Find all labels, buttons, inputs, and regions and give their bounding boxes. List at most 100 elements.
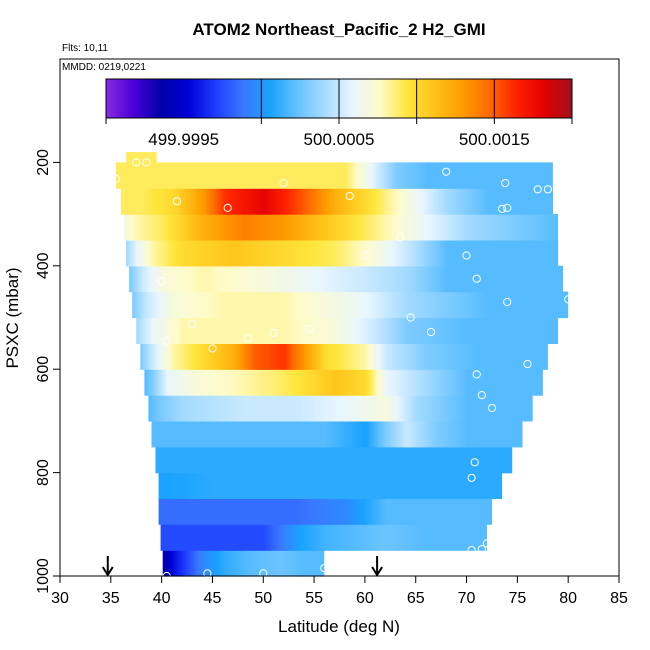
heatmap-cell [407,446,410,474]
heatmap-cell [138,291,141,319]
heatmap-cell [224,291,227,319]
heatmap-cell [370,343,373,370]
heatmap-cell [436,395,439,422]
heatmap-cell [478,524,481,551]
heatmap-cell [277,446,280,474]
heatmap-cell [465,265,468,293]
heatmap-cell [498,369,501,396]
heatmap-cell [319,188,322,215]
heatmap-cell [336,524,339,551]
heatmap-cell [185,265,188,293]
heatmap-cell [251,188,254,215]
heatmap-cell [200,239,203,267]
heatmap-cell [376,472,379,499]
heatmap-cell [185,446,188,474]
heatmap-cell [514,343,517,370]
heatmap-cell [218,317,221,344]
heatmap-cell [360,524,363,551]
heatmap-cell [534,291,537,319]
heatmap-cell [352,343,355,370]
heatmap-cell [282,214,285,241]
heatmap-cell [248,343,251,370]
heatmap-cell [417,188,420,215]
heatmap-cell [452,472,455,499]
heatmap-cell [214,369,217,396]
heatmap-cell [275,162,279,189]
heatmap-cell [446,472,449,499]
heatmap-cell [262,498,265,525]
heatmap-cell [330,214,333,241]
heatmap-cell [293,420,296,448]
heatmap-cell [159,420,162,448]
heatmap-cell [451,420,454,448]
heatmap-cell [466,317,469,344]
heatmap-cell [390,317,393,344]
heatmap-cell [170,291,173,319]
heatmap-cell [166,550,170,577]
heatmap-cell [312,524,315,551]
heatmap-cell [519,420,522,448]
heatmap-cell [498,214,501,241]
heatmap-cell [197,188,200,215]
heatmap-cell [217,420,220,448]
heatmap-cell [450,395,453,422]
heatmap-cell [214,343,217,370]
heatmap-cell [292,343,295,370]
heatmap-cell [252,214,255,241]
heatmap-cell [422,317,425,344]
heatmap-cell [370,214,373,241]
heatmap-cell [353,188,356,215]
heatmap-cell [162,369,165,396]
heatmap-cell [169,446,172,474]
heatmap-cell [266,524,269,551]
heatmap-cell [457,188,460,215]
heatmap-cell [240,498,243,525]
heatmap-cell [243,265,246,293]
heatmap-cell [448,395,451,422]
heatmap-cell [444,214,447,241]
heatmap-cell [168,472,171,499]
heatmap-cell [441,446,444,474]
heatmap-cell [320,239,323,267]
heatmap-cell [339,162,343,189]
heatmap-cell [190,498,193,525]
heatmap-cell [166,343,169,370]
heatmap-cell [161,420,164,448]
heatmap-cell [280,291,283,319]
heatmap-cell [214,317,217,344]
heatmap-cell [424,343,427,370]
heatmap-cell [382,524,385,551]
heatmap-cell [472,498,475,525]
heatmap-cell [201,446,204,474]
heatmap-cell [222,395,225,422]
heatmap-cell [165,446,168,474]
heatmap-cell [243,446,246,474]
heatmap-cell [288,369,291,396]
heatmap-cell [318,472,321,499]
heatmap-cell [526,395,529,422]
heatmap-cell [171,420,174,448]
heatmap-cell [408,395,411,422]
heatmap-cell [453,420,456,448]
heatmap-cell [188,291,191,319]
heatmap-cell [276,498,279,525]
heatmap-cell [448,239,451,267]
heatmap-cell [308,291,311,319]
heatmap-cell [144,343,147,370]
heatmap-cell [445,446,448,474]
heatmap-cell [471,162,475,189]
heatmap-cell [517,162,521,189]
heatmap-cell [363,420,366,448]
heatmap-cell [332,524,335,551]
heatmap-cell [249,446,252,474]
heatmap-cell [474,498,477,525]
heatmap-cell [143,265,146,293]
heatmap-cell [136,317,139,344]
heatmap-cell [428,472,431,499]
heatmap-cell [277,420,280,448]
heatmap-cell [456,214,459,241]
heatmap-cell [292,498,295,525]
heatmap-cell [178,214,181,241]
heatmap-cell [372,343,375,370]
heatmap-cell [428,524,431,551]
